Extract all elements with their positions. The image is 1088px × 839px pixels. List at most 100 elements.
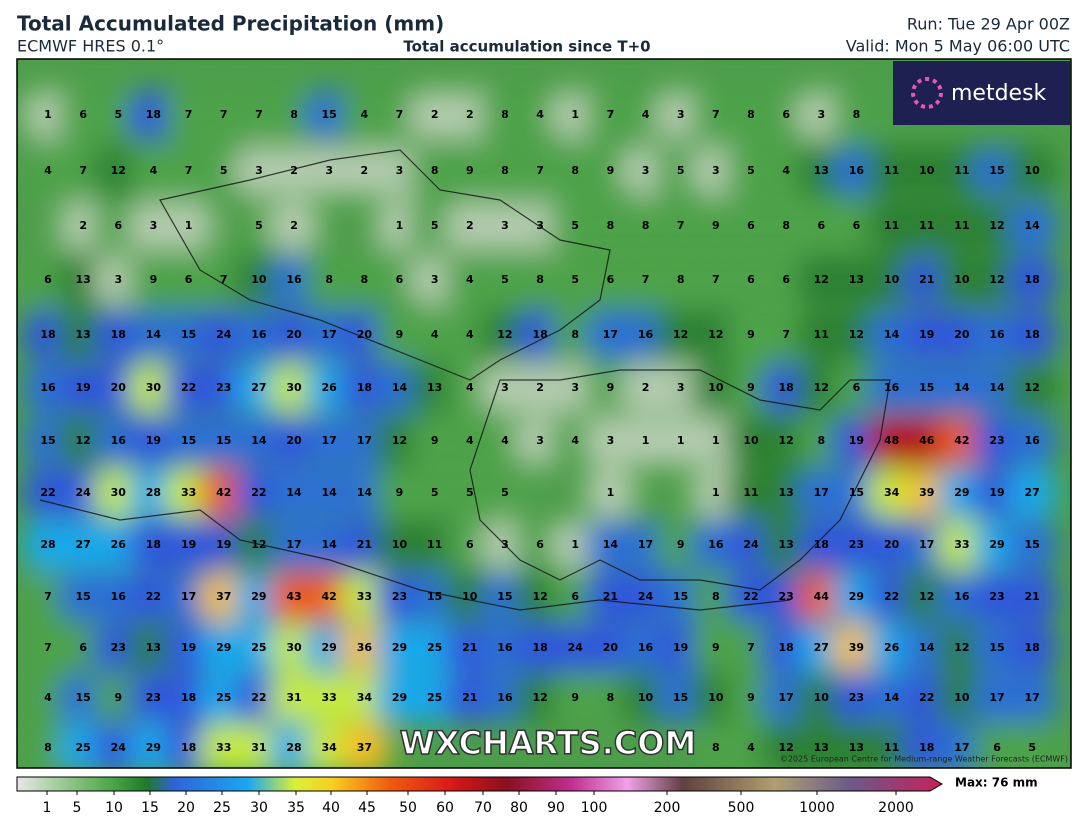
grid-value: 7: [712, 108, 720, 121]
precip-blob: [1006, 722, 1059, 768]
grid-value: 12: [919, 590, 934, 603]
grid-value: 20: [357, 328, 373, 341]
grid-value: 3: [501, 219, 509, 232]
grid-value: 4: [466, 434, 474, 447]
grid-value: 14: [286, 486, 302, 499]
grid-value: 8: [607, 691, 615, 704]
grid-value: 10: [814, 691, 830, 704]
grid-value: 23: [392, 590, 407, 603]
grid-value: 17: [814, 486, 829, 499]
grid-value: 36: [357, 641, 373, 654]
grid-value: 12: [111, 164, 126, 177]
grid-value: 7: [44, 590, 52, 603]
colorbar-label: 100: [581, 800, 608, 816]
grid-value: 3: [607, 434, 615, 447]
grid-value: 8: [853, 108, 861, 121]
grid-value: 14: [919, 641, 935, 654]
grid-value: 26: [322, 381, 338, 394]
grid-value: 44: [814, 590, 830, 603]
grid-value: 8: [536, 273, 544, 286]
grid-value: 13: [75, 273, 90, 286]
grid-value: 12: [989, 273, 1004, 286]
grid-value: 12: [392, 434, 407, 447]
grid-value: 12: [1025, 381, 1040, 394]
grid-value: 13: [75, 328, 90, 341]
grid-value: 6: [853, 381, 861, 394]
grid-value: 16: [111, 434, 127, 447]
grid-value: 20: [286, 328, 302, 341]
grid-value: 11: [743, 486, 758, 499]
grid-value: 23: [849, 538, 864, 551]
grid-value: 37: [216, 590, 231, 603]
grid-value: 25: [251, 641, 266, 654]
grid-value: 13: [814, 741, 829, 754]
borders: [39, 149, 891, 611]
colorbar-label: 70: [474, 800, 492, 816]
grid-value: 5: [255, 219, 263, 232]
grid-value: 21: [919, 273, 934, 286]
grid-value: 1: [396, 219, 404, 232]
grid-value: 12: [673, 328, 688, 341]
grid-value: 14: [251, 434, 267, 447]
grid-value: 23: [989, 590, 1004, 603]
grid-value: 9: [396, 486, 404, 499]
grid-value: 11: [884, 164, 899, 177]
grid-value: 12: [778, 741, 793, 754]
grid-value: 3: [677, 108, 685, 121]
grid-value: 26: [111, 538, 127, 551]
grid-value: 13: [814, 164, 829, 177]
grid-value: 17: [603, 328, 618, 341]
grid-value: 10: [392, 538, 408, 551]
grid-value: 7: [255, 108, 263, 121]
grid-value: 2: [536, 381, 544, 394]
grid-value: 14: [392, 381, 408, 394]
precip-blob: [1006, 362, 1059, 414]
precip-blob: [1006, 200, 1059, 252]
grid-value: 3: [431, 273, 439, 286]
grid-value: 3: [396, 164, 404, 177]
subtitle: Total accumulation since T+0: [403, 38, 650, 56]
grid-value: 4: [536, 108, 544, 121]
grid-value: 8: [44, 741, 52, 754]
colorbar-label: 200: [654, 800, 681, 816]
grid-value: 9: [150, 273, 158, 286]
grid-value: 3: [536, 219, 544, 232]
grid-value: 3: [150, 219, 158, 232]
grid-value: 24: [216, 328, 232, 341]
grid-value: 15: [849, 486, 864, 499]
grid-value: 18: [532, 641, 547, 654]
grid-value: 8: [571, 164, 579, 177]
grid-value: 1: [571, 538, 579, 551]
grid-value: 15: [673, 590, 688, 603]
grid-value: 9: [396, 328, 404, 341]
grid-value: 8: [501, 108, 509, 121]
grid-value: 22: [919, 691, 934, 704]
grid-value: 2: [642, 381, 650, 394]
grid-value: 10: [1025, 164, 1041, 177]
grid-value: 7: [185, 164, 193, 177]
grid-value: 16: [286, 273, 302, 286]
map-frame: [16, 58, 1072, 769]
grid-value: 19: [673, 641, 688, 654]
grid-value: 25: [216, 691, 231, 704]
grid-value: 16: [40, 381, 56, 394]
grid-value: 3: [712, 164, 720, 177]
grid-value: 15: [1025, 538, 1040, 551]
grid-value: 21: [357, 538, 372, 551]
grid-value: 12: [251, 538, 266, 551]
grid-value: 30: [146, 381, 162, 394]
grid-value: 2: [361, 164, 369, 177]
grid-value: 25: [75, 741, 90, 754]
grid-value: 18: [40, 328, 55, 341]
grid-value: 19: [146, 434, 161, 447]
grid-value: 3: [501, 381, 509, 394]
grid-value: 7: [712, 273, 720, 286]
grid-value: 9: [571, 691, 579, 704]
grid-value: 16: [708, 538, 724, 551]
grid-value: 7: [677, 219, 685, 232]
grid-value: 29: [322, 641, 337, 654]
grid-value: 24: [568, 641, 584, 654]
grid-value: 27: [75, 538, 90, 551]
grid-value: 9: [607, 381, 615, 394]
grid-value: 4: [466, 273, 474, 286]
